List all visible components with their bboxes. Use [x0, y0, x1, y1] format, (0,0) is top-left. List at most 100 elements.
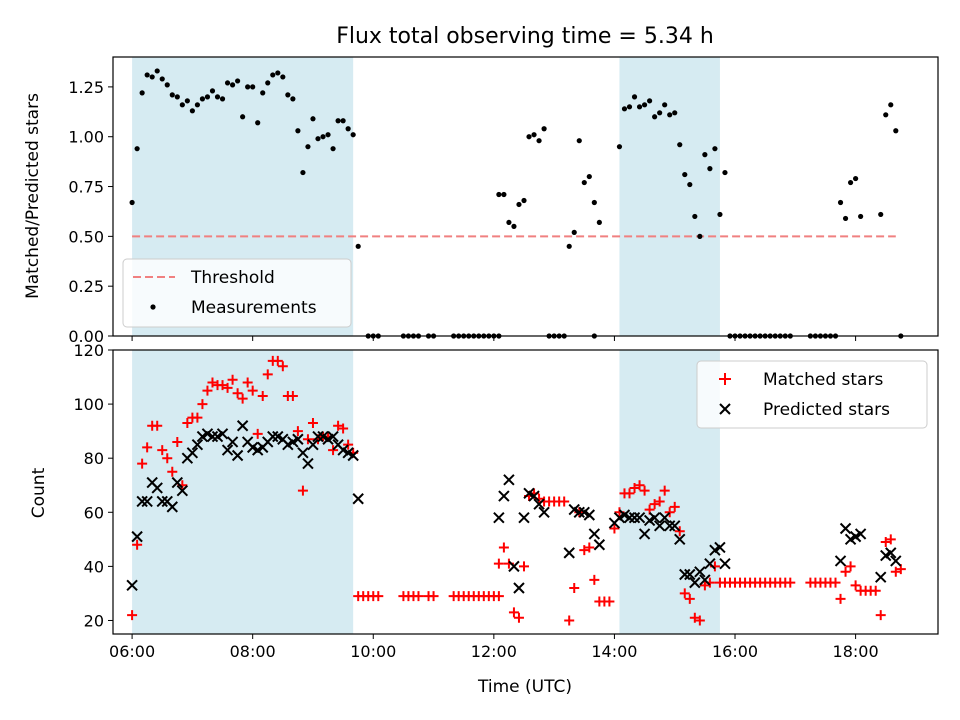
predicted-star-point [588, 528, 601, 540]
predicted-star-point [653, 520, 666, 532]
matched-star-point [654, 496, 665, 507]
matched-star-point [845, 561, 856, 572]
matched-star-point [559, 496, 570, 507]
matched-star-point [428, 591, 439, 602]
matched-star-point [579, 545, 590, 556]
matched-star-point [870, 585, 881, 596]
predicted-star-point [890, 555, 902, 567]
predicted-star-point [573, 506, 585, 518]
bot-y-tick-label: 100 [73, 395, 104, 414]
matched-star-point [629, 482, 640, 493]
predicted-star-point [327, 430, 339, 443]
matched-star-point [152, 420, 163, 431]
measurement-point [506, 219, 512, 226]
matched-star-point [172, 436, 183, 447]
measurement-point [672, 110, 678, 116]
measurement-point [169, 92, 175, 98]
measurement-point [139, 90, 145, 96]
measurement-point [260, 90, 266, 96]
measurement-point [712, 146, 718, 152]
matched-star-point [257, 390, 268, 401]
predicted-star-point [352, 493, 364, 505]
predicted-star-point [885, 547, 897, 559]
predicted-star-point [679, 568, 691, 581]
predicted-star-point [221, 444, 234, 456]
predicted-star-point [347, 449, 359, 462]
measurement-point [526, 134, 532, 140]
matched-star-point [664, 507, 675, 518]
predicted-star-point [704, 557, 716, 570]
matched-star-point [207, 377, 218, 388]
measurement-point [240, 114, 246, 120]
measurement-point [657, 110, 663, 116]
x-tick-label: 08:00 [230, 642, 276, 661]
top-shaded-interval-1 [619, 57, 720, 336]
predicted-star-point [186, 447, 199, 459]
measurement-point [847, 179, 854, 186]
measurement-point [295, 128, 301, 134]
predicted-star-point [684, 568, 696, 581]
predicted-star-point [528, 490, 540, 502]
measurement-point [581, 179, 587, 186]
matched-star-point [875, 610, 886, 621]
matched-star-point [634, 480, 645, 491]
predicted-star-point [648, 511, 661, 524]
measurement-point [596, 219, 602, 226]
measurement-point [310, 116, 316, 122]
measurement-point [229, 82, 236, 88]
measurement-point [878, 211, 884, 218]
measurement-point [350, 132, 356, 138]
measurement-point [652, 114, 658, 120]
x-tick-label: 16:00 [712, 642, 758, 661]
measurement-point [531, 132, 537, 138]
matched-star-point [328, 445, 339, 456]
legend-predicted-swatch [719, 403, 731, 415]
measurement-point [255, 120, 261, 126]
chart-title: Flux total observing time = 5.34 h [336, 24, 714, 49]
top-legend: Threshold Measurements [122, 258, 352, 328]
matched-star-point [830, 577, 841, 588]
predicted-star-point [518, 511, 530, 524]
measurement-point [837, 199, 844, 206]
matched-star-point [880, 537, 891, 548]
matched-star-point [242, 377, 253, 388]
predicted-star-point [131, 530, 143, 543]
matched-star-point [569, 583, 580, 594]
predicted-star-point [669, 520, 681, 532]
predicted-star-point [628, 511, 641, 524]
legend-measurements-swatch [150, 304, 156, 310]
matched-star-point [333, 420, 344, 431]
matched-star-point [192, 412, 203, 423]
matched-star-point [343, 439, 354, 450]
measurement-point [129, 199, 135, 206]
predicted-star-point [633, 511, 646, 524]
legend-threshold-label: Threshold [190, 268, 275, 288]
matched-star-point [659, 485, 670, 496]
matched-star-point [624, 488, 635, 499]
top-y-tick-label: 1.25 [68, 78, 104, 97]
predicted-star-point [216, 428, 229, 440]
measurement-point [631, 94, 638, 100]
bot-y-tick-label: 20 [84, 611, 104, 630]
matched-star-point [302, 434, 313, 445]
predicted-star-point [583, 509, 596, 521]
matched-star-point [237, 393, 248, 404]
predicted-star-point [513, 582, 525, 594]
matched-star-point [584, 542, 595, 553]
x-tick-label: 10:00 [350, 642, 396, 661]
predicted-star-point [493, 511, 505, 524]
matched-star-point [890, 566, 901, 577]
predicted-star-point [267, 430, 279, 443]
x-tick-label: 06:00 [109, 642, 155, 661]
matched-star-point [157, 445, 168, 456]
measurement-point [893, 128, 899, 134]
measurement-point [214, 94, 221, 100]
matched-star-point [182, 418, 193, 429]
legend-matched-swatch [719, 373, 731, 385]
measurement-point [209, 88, 216, 94]
matched-star-point [232, 388, 243, 399]
measurement-point [280, 74, 286, 80]
matched-star-point [307, 418, 318, 429]
measurement-point [702, 152, 708, 158]
bot-y-tick-label: 120 [73, 341, 104, 360]
